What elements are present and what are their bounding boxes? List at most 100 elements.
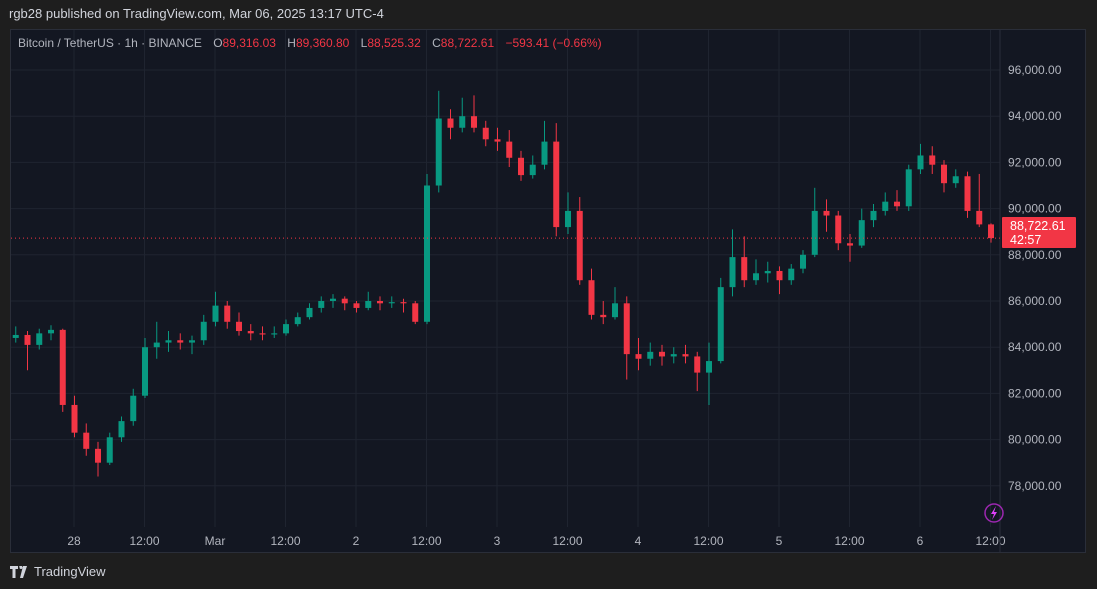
low-value: 88,525.32	[367, 36, 421, 50]
candle-body	[330, 298, 336, 301]
candle-body	[835, 215, 842, 244]
candle-body	[424, 185, 430, 322]
candle-body	[529, 164, 536, 176]
candle-body	[247, 331, 254, 334]
candle-body	[48, 329, 54, 334]
last-price-badge	[1002, 217, 1076, 248]
candle-body	[800, 254, 806, 269]
candle-body	[811, 210, 818, 255]
change-value: −593.41 (−0.66%)	[505, 36, 602, 50]
candle-body	[623, 303, 630, 355]
candle-body	[36, 333, 43, 345]
y-tick-label: 78,000.00	[1008, 479, 1062, 493]
candle-body	[482, 127, 489, 140]
candle-body	[118, 421, 125, 438]
x-tick-label: 2	[353, 534, 360, 548]
candle-body	[694, 356, 701, 373]
x-tick-label: 12:00	[129, 534, 159, 548]
candle-body	[976, 210, 983, 225]
candle-body	[494, 139, 501, 142]
candle-body	[776, 270, 783, 281]
candle-body	[753, 273, 759, 281]
candle-body	[729, 257, 736, 288]
candle-body	[823, 210, 830, 216]
tradingview-logo-icon	[10, 565, 27, 578]
candle-body	[506, 141, 513, 158]
candle-body	[365, 301, 372, 308]
candle-body	[377, 301, 383, 304]
published-note: rgb28 published on TradingView.com, Mar …	[9, 6, 384, 21]
candle-body	[106, 437, 113, 463]
tradingview-logo[interactable]: TradingView	[10, 564, 106, 579]
candle-body	[12, 334, 19, 338]
y-tick-label: 96,000.00	[1008, 63, 1062, 77]
x-tick-label: 12:00	[552, 534, 582, 548]
candle-body	[271, 333, 278, 335]
candle-body	[294, 317, 301, 325]
candle-body	[858, 220, 865, 246]
candle-body	[882, 201, 889, 211]
candle-body	[24, 334, 31, 345]
brand-name: TradingView	[34, 564, 106, 579]
candle-body	[988, 224, 994, 239]
candle-body	[435, 118, 442, 186]
candle-body	[541, 141, 548, 165]
candle-body	[635, 354, 642, 359]
candle-body	[717, 287, 724, 362]
candle-body	[565, 210, 571, 228]
lightning-icon[interactable]	[984, 503, 1004, 523]
candle-body	[306, 307, 313, 318]
y-tick-label: 90,000.00	[1008, 202, 1062, 216]
candle-body	[588, 280, 595, 315]
high-label: H	[287, 36, 296, 50]
candle-body	[236, 321, 242, 332]
symbol-name[interactable]: Bitcoin / TetherUS · 1h · BINANCE	[18, 36, 202, 50]
high-value: 89,360.80	[295, 36, 350, 50]
y-tick-label: 88,000.00	[1008, 248, 1062, 262]
candle-body	[130, 395, 137, 422]
candle-body	[576, 210, 583, 281]
candle-body	[412, 303, 419, 322]
candle-body	[553, 141, 560, 228]
candle-body	[459, 116, 466, 128]
candle-body	[177, 340, 184, 343]
candle-body	[95, 448, 101, 463]
x-tick-label: 12:00	[411, 534, 441, 548]
candle-body	[471, 116, 477, 128]
y-tick-label: 84,000.00	[1008, 340, 1062, 354]
candle-body	[929, 155, 936, 165]
candle-body	[706, 361, 712, 373]
candle-body	[165, 340, 172, 343]
candle-body	[224, 305, 231, 322]
candle-body	[153, 342, 160, 348]
candle-body	[847, 243, 853, 246]
candle-body	[647, 351, 654, 359]
candle-body	[952, 176, 959, 184]
candle-body	[741, 257, 748, 281]
open-value: 89,316.03	[222, 36, 276, 50]
candle-body	[964, 176, 971, 211]
candle-body	[341, 298, 348, 304]
open-label: O	[213, 36, 223, 50]
y-tick-label: 80,000.00	[1008, 433, 1062, 447]
candle-body	[659, 351, 665, 357]
y-tick-label: 82,000.00	[1008, 386, 1062, 400]
candle-body	[388, 302, 395, 304]
x-tick-label: 5	[776, 534, 783, 548]
candle-body	[59, 329, 66, 405]
candle-body	[894, 201, 900, 207]
candle-body	[917, 155, 924, 170]
y-tick-label: 86,000.00	[1008, 294, 1062, 308]
candle-body	[905, 169, 912, 207]
candle-body	[212, 305, 219, 322]
candle-body	[189, 340, 195, 343]
candle-body	[142, 347, 148, 396]
x-tick-label: 3	[494, 534, 501, 548]
x-tick-label: 12:00	[693, 534, 723, 548]
candle-body	[283, 324, 289, 334]
candle-body	[447, 118, 454, 128]
candle-body	[788, 268, 795, 281]
candle-body	[353, 303, 360, 308]
candle-body	[612, 303, 618, 318]
